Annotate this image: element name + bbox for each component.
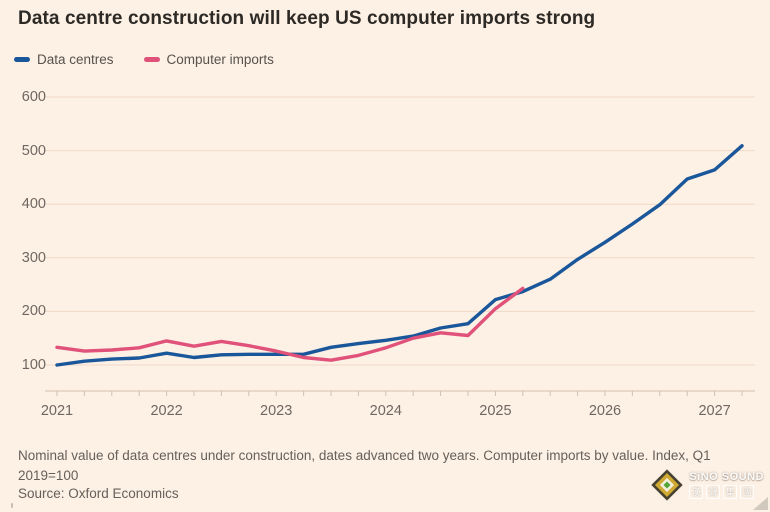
y-axis-tick-label: 200 (21, 303, 46, 320)
x-axis-year-label: 2021 (40, 403, 74, 419)
watermark-chinese-char: 集 (723, 485, 738, 499)
x-axis-year-label: 2025 (479, 403, 512, 419)
watermark-chinese-char: 團 (740, 485, 755, 499)
chart-footnote: Nominal value of data centres under cons… (18, 448, 711, 483)
chart-legend: Data centres Computer imports (14, 52, 274, 67)
series-line-data-centres (55, 144, 744, 367)
x-axis-year-label: 2026 (588, 403, 622, 419)
legend-item-computer-imports: Computer imports (143, 52, 274, 67)
legend-label: Data centres (37, 52, 114, 67)
corner-resize-triangle (753, 497, 768, 510)
watermark-chinese-text: 漢聲集團 (689, 485, 764, 499)
legend-item-data-centres: Data centres (14, 52, 114, 67)
series-line-computer-imports (55, 286, 525, 362)
x-axis-year-label: 2027 (698, 403, 731, 419)
watermark-brand-text: SiNO SOUND (689, 471, 764, 483)
x-axis-year-label: 2022 (150, 403, 183, 419)
x-axis-year-label: 2024 (369, 403, 402, 419)
y-axis-tick-label: 600 (21, 89, 46, 105)
watermark-chinese-char: 漢 (689, 485, 704, 499)
chart-title: Data centre construction will keep US co… (18, 8, 596, 29)
legend-swatch-icon (143, 57, 160, 62)
y-axis-tick-label: 100 (21, 357, 46, 373)
y-axis-tick-label: 300 (21, 249, 46, 266)
chart-source: Source: Oxford Economics (18, 486, 179, 501)
watermark-chinese-char: 聲 (706, 485, 721, 499)
sino-sound-watermark: SiNO SOUND 漢聲集團 (650, 468, 764, 502)
y-axis-tick-label: 400 (21, 196, 46, 213)
cropped-text-artifact (11, 503, 13, 508)
sino-sound-logo-icon (650, 468, 684, 502)
x-axis-year-label: 2023 (260, 403, 293, 419)
legend-swatch-icon (14, 57, 30, 62)
legend-label: Computer imports (166, 52, 274, 67)
y-axis-tick-label: 500 (21, 142, 46, 159)
